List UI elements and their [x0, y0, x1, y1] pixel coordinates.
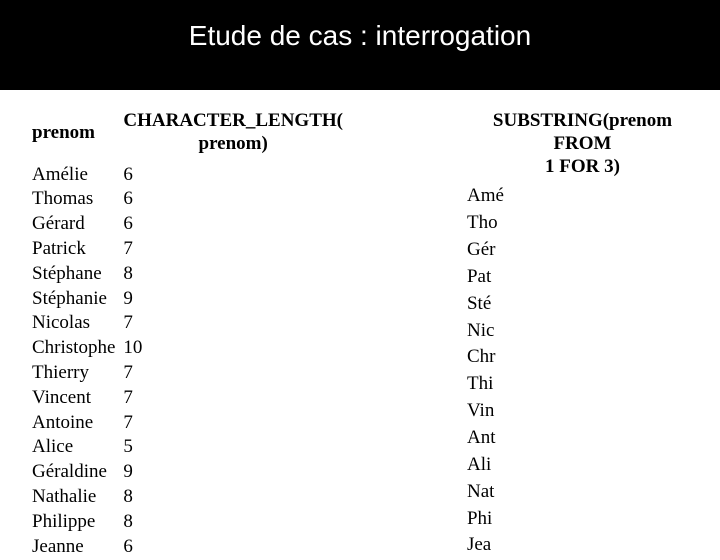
cell-sub: Sté — [467, 292, 698, 317]
table-row: Nathalie8 — [32, 486, 343, 509]
table-row: Antoine7 — [32, 412, 343, 435]
cell-sub: Ant — [467, 426, 698, 451]
cell-prenom: Stéphanie — [32, 288, 121, 311]
table-row: Alice5 — [32, 436, 343, 459]
cell-len: 9 — [123, 288, 343, 311]
table-row: Thierry7 — [32, 362, 343, 385]
content-area: prenom CHARACTER_LENGTH( prenom) Amélie6… — [0, 90, 720, 560]
left-header-charlen-line1: CHARACTER_LENGTH( — [123, 110, 343, 131]
cell-sub: Thi — [467, 372, 698, 397]
table-row: Vincent7 — [32, 387, 343, 410]
cell-len: 10 — [123, 337, 343, 360]
right-header-substring: SUBSTRING(prenom FROM 1 FOR 3) — [467, 110, 698, 182]
cell-len: 8 — [123, 511, 343, 534]
left-table-body: Amélie6 Thomas6 Gérard6 Patrick7 Stéphan… — [32, 164, 343, 559]
cell-len: 8 — [123, 263, 343, 286]
cell-len: 6 — [123, 188, 343, 211]
table-row: Géraldine9 — [32, 461, 343, 484]
cell-len: 9 — [123, 461, 343, 484]
cell-prenom: Antoine — [32, 412, 121, 435]
right-table-body: Amé Tho Gér Pat Sté Nic Chr Thi Vin Ant … — [467, 184, 698, 558]
table-row: Nic — [467, 319, 698, 344]
cell-len: 6 — [123, 164, 343, 187]
cell-prenom: Stéphane — [32, 263, 121, 286]
left-header-charlen: CHARACTER_LENGTH( prenom) — [123, 110, 343, 162]
cell-sub: Gér — [467, 238, 698, 263]
cell-prenom: Nathalie — [32, 486, 121, 509]
cell-prenom: Alice — [32, 436, 121, 459]
cell-prenom: Gérard — [32, 213, 121, 236]
cell-sub: Amé — [467, 184, 698, 209]
cell-len: 7 — [123, 238, 343, 261]
table-row: Pat — [467, 265, 698, 290]
cell-prenom: Géraldine — [32, 461, 121, 484]
cell-prenom: Jeanne — [32, 536, 121, 559]
table-row: Stéphane8 — [32, 263, 343, 286]
table-row: Tho — [467, 211, 698, 236]
cell-sub: Tho — [467, 211, 698, 236]
cell-len: 7 — [123, 412, 343, 435]
table-row: Gér — [467, 238, 698, 263]
cell-prenom: Patrick — [32, 238, 121, 261]
cell-len: 7 — [123, 362, 343, 385]
table-row: Christophe10 — [32, 337, 343, 360]
left-header-charlen-line2: prenom) — [199, 133, 268, 154]
table-row: Patrick7 — [32, 238, 343, 261]
cell-len: 5 — [123, 436, 343, 459]
cell-sub: Vin — [467, 399, 698, 424]
table-row: Chr — [467, 345, 698, 370]
table-row: Phi — [467, 507, 698, 532]
slide-title: Etude de cas : interrogation — [189, 20, 531, 52]
table-row: Amélie6 — [32, 164, 343, 187]
cell-prenom: Amélie — [32, 164, 121, 187]
cell-len: 7 — [123, 312, 343, 335]
cell-sub: Pat — [467, 265, 698, 290]
table-row: Nicolas7 — [32, 312, 343, 335]
right-table: SUBSTRING(prenom FROM 1 FOR 3) Amé Tho G… — [465, 108, 700, 560]
table-row: Amé — [467, 184, 698, 209]
table-row: Thi — [467, 372, 698, 397]
slide-title-bar: Etude de cas : interrogation — [0, 0, 720, 90]
table-row: Sté — [467, 292, 698, 317]
right-header-line2: 1 FOR 3) — [545, 156, 620, 177]
cell-prenom: Christophe — [32, 337, 121, 360]
cell-prenom: Nicolas — [32, 312, 121, 335]
left-table: prenom CHARACTER_LENGTH( prenom) Amélie6… — [30, 108, 345, 560]
cell-sub: Phi — [467, 507, 698, 532]
cell-len: 7 — [123, 387, 343, 410]
cell-prenom: Thierry — [32, 362, 121, 385]
table-row: Stéphanie9 — [32, 288, 343, 311]
cell-prenom: Philippe — [32, 511, 121, 534]
table-row: Vin — [467, 399, 698, 424]
cell-len: 8 — [123, 486, 343, 509]
table-row: Jeanne6 — [32, 536, 343, 559]
cell-sub: Nat — [467, 480, 698, 505]
cell-prenom: Vincent — [32, 387, 121, 410]
cell-prenom: Thomas — [32, 188, 121, 211]
table-row: Gérard6 — [32, 213, 343, 236]
table-row: Jea — [467, 533, 698, 558]
cell-len: 6 — [123, 536, 343, 559]
right-header-line1: SUBSTRING(prenom FROM — [493, 110, 672, 154]
table-row: Philippe8 — [32, 511, 343, 534]
cell-sub: Nic — [467, 319, 698, 344]
table-row: Ali — [467, 453, 698, 478]
table-row: Ant — [467, 426, 698, 451]
table-row: Nat — [467, 480, 698, 505]
cell-len: 6 — [123, 213, 343, 236]
left-header-prenom: prenom — [32, 110, 121, 162]
table-row: Thomas6 — [32, 188, 343, 211]
cell-sub: Jea — [467, 533, 698, 558]
cell-sub: Ali — [467, 453, 698, 478]
cell-sub: Chr — [467, 345, 698, 370]
